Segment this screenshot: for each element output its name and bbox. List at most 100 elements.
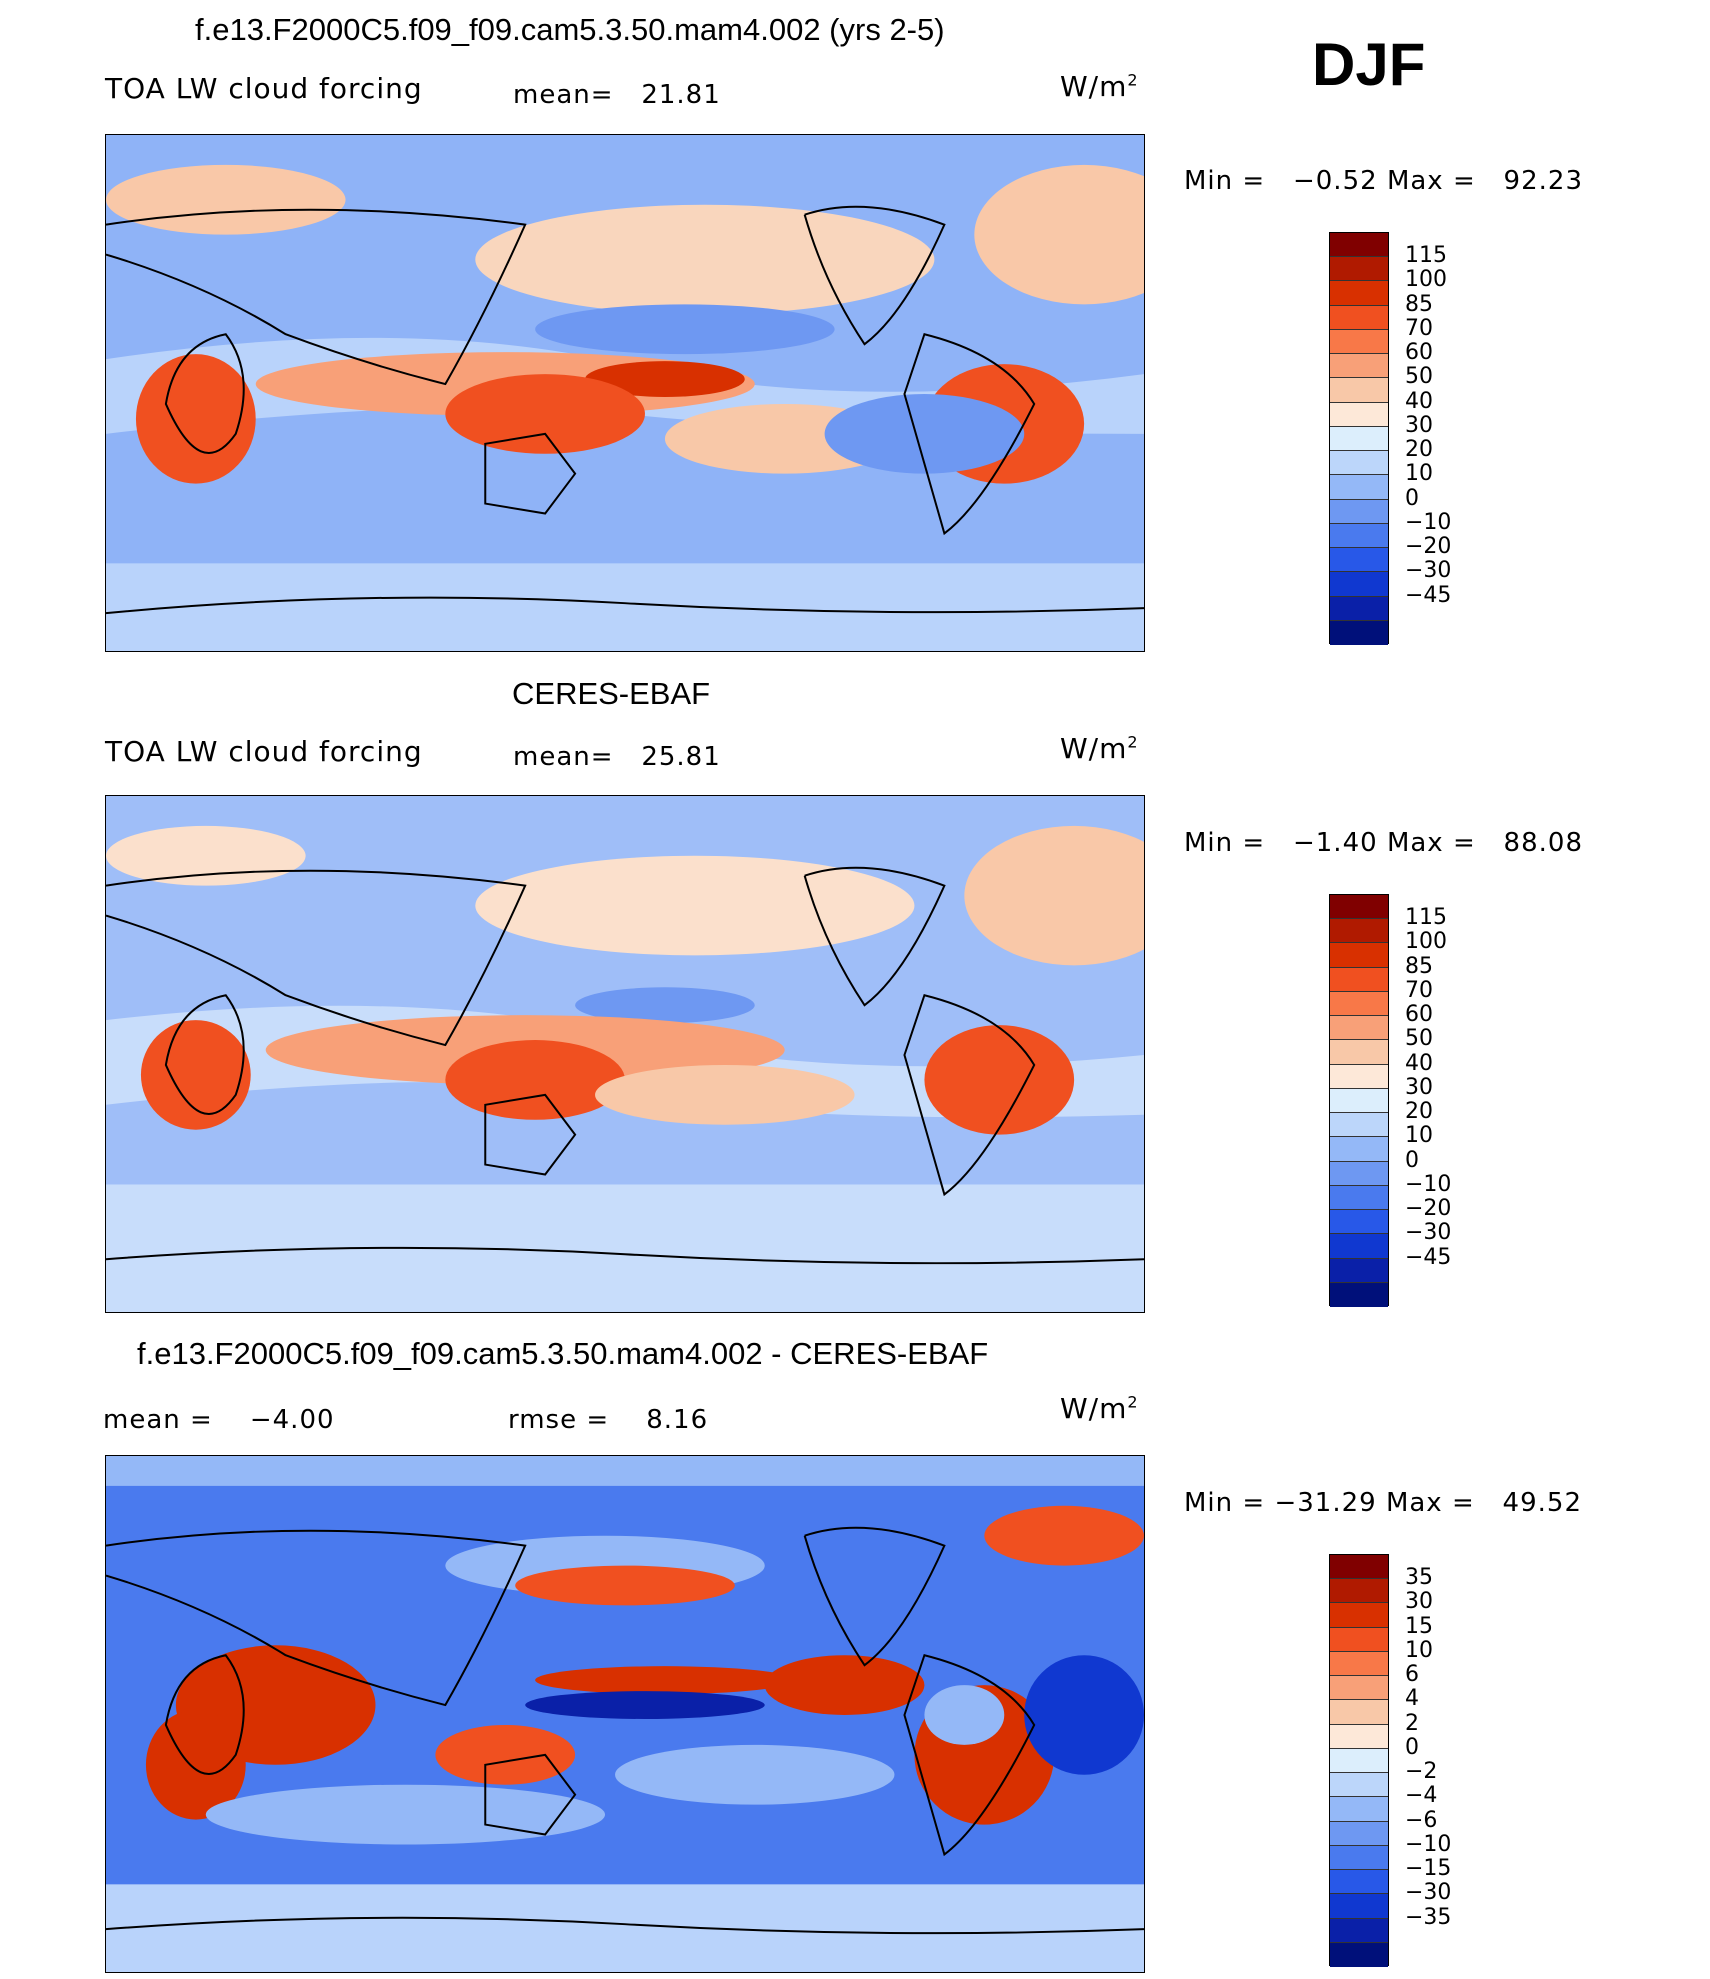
colorbar-segment — [1330, 281, 1388, 306]
panel1-mean-label: mean= — [513, 80, 614, 110]
colorbar-segment — [1330, 475, 1388, 500]
colorbar-tick-label: −10 — [1405, 1171, 1452, 1197]
colorbar-segment — [1330, 451, 1388, 476]
colorbar-tick-label: 60 — [1405, 340, 1433, 366]
panel1-mean-value: 21.81 — [641, 80, 721, 110]
colorbar-tick-label: 115 — [1405, 905, 1447, 931]
colorbar-tick-label: −20 — [1405, 1196, 1452, 1222]
colorbar-segment — [1330, 499, 1388, 524]
panel3-min-value: −31.29 — [1274, 1488, 1377, 1518]
colorbar-tick-label: 35 — [1405, 1565, 1433, 1591]
colorbar-segment — [1330, 1773, 1388, 1798]
panel2-max-label: Max = — [1386, 828, 1476, 858]
colorbar-tick-label: 85 — [1405, 953, 1433, 979]
colorbar-tick-label: 0 — [1405, 485, 1419, 511]
panel3-rmse-label: rmse = — [508, 1405, 610, 1435]
colorbar-segment — [1330, 1821, 1388, 1846]
colorbar-tick-label: 10 — [1405, 1123, 1433, 1149]
panel3-rmse: rmse = 8.16 — [508, 1405, 708, 1435]
panel1-title: f.e13.F2000C5.f09_f09.cam5.3.50.mam4.002… — [195, 12, 945, 47]
panel2-max-value: 88.08 — [1503, 828, 1583, 858]
colorbar-segment — [1330, 329, 1388, 355]
colorbar-segment — [1330, 1210, 1388, 1235]
colorbar-tick-label: 15 — [1405, 1613, 1433, 1639]
colorbar-segment — [1330, 1579, 1388, 1604]
colorbar-segment — [1330, 1724, 1388, 1749]
colorbar-tick-label: 2 — [1405, 1710, 1419, 1736]
colorbar-tick-label: 85 — [1405, 291, 1433, 317]
panel1-max-label: Max = — [1386, 166, 1476, 196]
panel1-variable: TOA LW cloud forcing — [105, 72, 423, 105]
panel3-mean: mean = −4.00 — [103, 1405, 335, 1435]
colorbar-segment — [1330, 233, 1388, 258]
panel3-colorbar — [1329, 1554, 1389, 1967]
colorbar-segment — [1330, 1137, 1388, 1162]
colorbar-segment — [1330, 1894, 1388, 1919]
colorbar-tick-label: 100 — [1405, 267, 1447, 293]
colorbar-tick-label: 50 — [1405, 364, 1433, 390]
colorbar-segment — [1330, 426, 1388, 452]
colorbar-segment — [1330, 1555, 1388, 1580]
panel2-min-value: −1.40 — [1292, 828, 1378, 858]
panel1-mean: mean= 21.81 — [513, 80, 721, 110]
colorbar-tick-label: −4 — [1405, 1783, 1438, 1809]
colorbar-segment — [1330, 572, 1388, 597]
colorbar-segment — [1330, 1748, 1388, 1774]
colorbar-segment — [1330, 1040, 1388, 1065]
colorbar-segment — [1330, 967, 1388, 992]
colorbar-segment — [1330, 1258, 1388, 1283]
colorbar-segment — [1330, 523, 1388, 549]
colorbar-segment — [1330, 257, 1388, 282]
colorbar-tick-label: 40 — [1405, 1050, 1433, 1076]
panel2-map — [105, 795, 1145, 1313]
colorbar-segment — [1330, 1016, 1388, 1041]
panel2-mean-label: mean= — [513, 742, 614, 772]
colorbar-segment — [1330, 1870, 1388, 1895]
colorbar-tick-label: 50 — [1405, 1026, 1433, 1052]
panel3-mean-value: −4.00 — [249, 1405, 335, 1435]
colorbar-tick-label: 6 — [1405, 1662, 1419, 1688]
colorbar-tick-label: −2 — [1405, 1759, 1438, 1785]
colorbar-segment — [1330, 1161, 1388, 1186]
colorbar-tick-label: −10 — [1405, 1831, 1452, 1857]
colorbar-tick-label: 0 — [1405, 1147, 1419, 1173]
colorbar-segment — [1330, 1942, 1388, 1967]
colorbar-segment — [1330, 548, 1388, 573]
panel1-min-value: −0.52 — [1292, 166, 1378, 196]
colorbar-tick-label: −10 — [1405, 509, 1452, 535]
panel1-map — [105, 134, 1145, 652]
panel2-units-exp: 2 — [1127, 732, 1139, 752]
colorbar-tick-label: 30 — [1405, 412, 1433, 438]
colorbar-tick-label: 4 — [1405, 1686, 1419, 1712]
colorbar-segment — [1330, 354, 1388, 379]
colorbar-segment — [1330, 1651, 1388, 1677]
panel3-min-max: Min = −31.29 Max = 49.52 — [1184, 1488, 1582, 1518]
colorbar-tick-label: 115 — [1405, 243, 1447, 269]
panel2-map-svg — [106, 796, 1144, 1312]
panel1-units: W/m2 — [1060, 70, 1139, 103]
colorbar-segment — [1330, 1700, 1388, 1725]
colorbar-tick-label: 10 — [1405, 461, 1433, 487]
panel1-min-label: Min = — [1184, 166, 1266, 196]
colorbar-tick-label: −6 — [1405, 1807, 1438, 1833]
panel2-title: CERES-EBAF — [512, 676, 711, 711]
panel1-colorbar — [1329, 232, 1389, 645]
colorbar-segment — [1330, 596, 1388, 621]
panel2-mean: mean= 25.81 — [513, 742, 721, 772]
season-label: DJF — [1312, 31, 1426, 98]
colorbar-segment — [1330, 1627, 1388, 1652]
panel3-title: f.e13.F2000C5.f09_f09.cam5.3.50.mam4.002… — [137, 1336, 989, 1371]
panel3-units-base: W/m — [1060, 1392, 1128, 1425]
colorbar-tick-label: 10 — [1405, 1637, 1433, 1663]
colorbar-segment — [1330, 1603, 1388, 1628]
colorbar-tick-label: 20 — [1405, 1099, 1433, 1125]
panel2-mean-value: 25.81 — [641, 742, 721, 772]
colorbar-tick-label: −30 — [1405, 1880, 1452, 1906]
panel3-mean-label: mean = — [103, 1405, 213, 1435]
colorbar-tick-label: 30 — [1405, 1074, 1433, 1100]
panel3-max-value: 49.52 — [1502, 1488, 1582, 1518]
panel3-max-label: Max = — [1385, 1488, 1475, 1518]
panel3-units-exp: 2 — [1127, 1392, 1139, 1412]
panel3-rmse-value: 8.16 — [646, 1405, 709, 1435]
colorbar-segment — [1330, 895, 1388, 920]
